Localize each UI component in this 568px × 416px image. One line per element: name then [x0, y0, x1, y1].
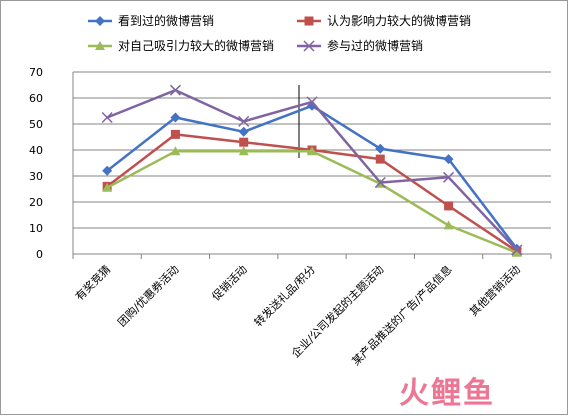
legend-marker	[303, 40, 315, 52]
y-tick-label: 30	[29, 170, 43, 183]
data-point	[170, 112, 181, 123]
legend-marker	[304, 16, 314, 26]
x-tick-label: 团购/优惠券活动	[115, 262, 182, 329]
legend-label: 对自己吸引力较大的微博营销	[118, 38, 274, 53]
data-point	[443, 220, 454, 230]
y-tick-label: 70	[29, 66, 43, 79]
y-tick-label: 10	[29, 222, 43, 235]
data-point	[102, 182, 113, 192]
legend-marker	[95, 16, 105, 26]
data-point	[169, 84, 181, 96]
watermark-logo: 火鲤鱼	[399, 376, 495, 411]
data-point	[238, 115, 250, 127]
legend-marker	[95, 41, 105, 50]
data-point	[443, 171, 455, 183]
data-point	[444, 201, 454, 211]
data-point	[170, 129, 180, 139]
data-point	[511, 247, 522, 257]
y-tick-label: 40	[29, 144, 43, 157]
data-point	[170, 146, 181, 156]
data-point	[511, 244, 523, 256]
data-point	[101, 111, 113, 124]
data-point	[307, 146, 317, 156]
data-point	[239, 137, 249, 147]
y-axis: 0 10 20 30 40 50 60 70	[29, 66, 74, 261]
legend-item: 参与过的微博营销	[297, 38, 423, 53]
data-point	[375, 154, 385, 164]
legend-label: 认为影响力较大的微博营销	[327, 13, 471, 28]
x-axis: 有奖竞猜 团购/优惠券活动 促销活动 转发送礼品/积分企业/公司发起的主题活动某产品推…	[72, 254, 552, 368]
x-tick-label: 其他营销活动	[466, 262, 523, 319]
x-tick-label: 促销活动	[209, 262, 250, 303]
x-tick-label: 转发送礼品/积分	[251, 262, 318, 329]
legend-item: 认为影响力较大的微博营销	[297, 13, 471, 28]
series-line	[106, 88, 518, 251]
y-tick-label: 0	[36, 248, 43, 261]
legend-item: 对自己吸引力较大的微博营销	[88, 38, 274, 53]
legend-label: 看到过的微博营销	[118, 13, 214, 28]
data-point	[238, 146, 249, 156]
data-point	[102, 165, 113, 176]
watermark-text: 火鲤鱼	[399, 376, 495, 411]
y-tick-label: 50	[29, 118, 43, 131]
data-point	[374, 176, 386, 189]
data-point	[238, 126, 249, 137]
y-tick-label: 60	[29, 92, 43, 105]
series-4	[101, 84, 523, 256]
x-tick-label: 有奖竞猜	[72, 262, 113, 303]
data-point	[306, 96, 318, 108]
y-tick-label: 20	[29, 196, 43, 209]
legend-label: 参与过的微博营销	[327, 38, 423, 53]
series-group	[101, 84, 523, 257]
legend-item: 看到过的微博营销	[88, 13, 214, 28]
data-point	[443, 154, 454, 165]
data-point	[375, 143, 386, 154]
